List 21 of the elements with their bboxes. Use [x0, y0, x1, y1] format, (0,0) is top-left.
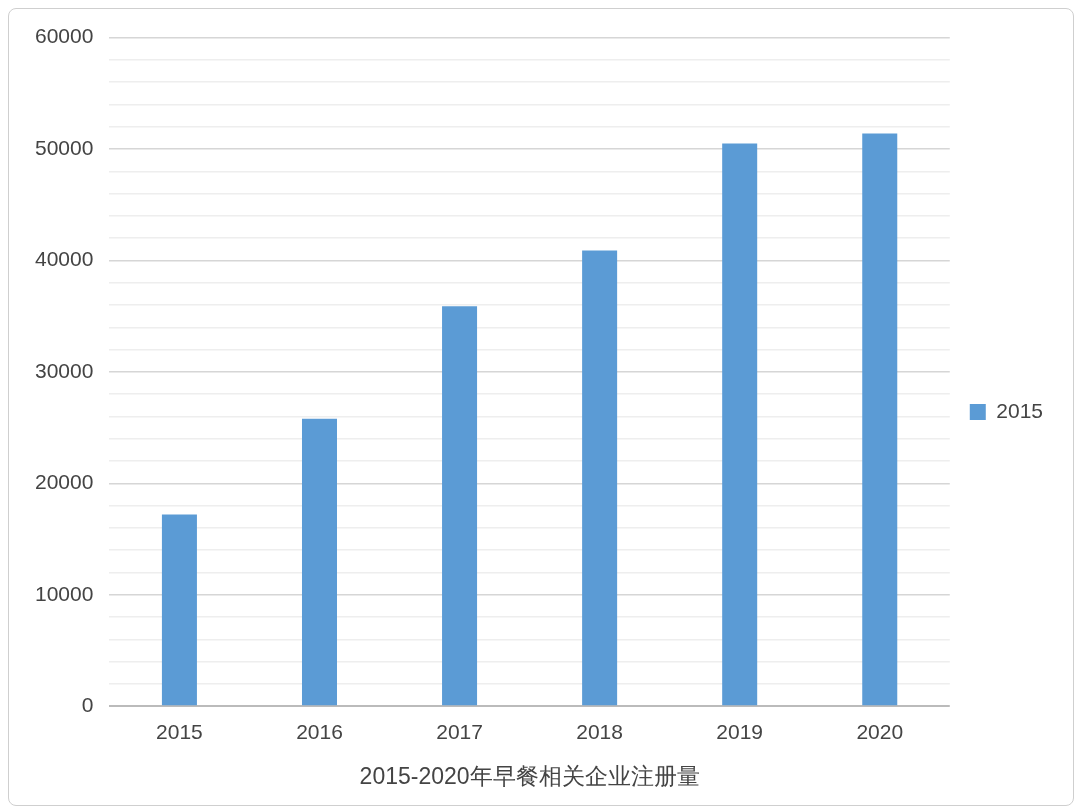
- y-tick-label: 10000: [34, 581, 94, 605]
- legend-label: 2015: [996, 398, 1043, 422]
- y-tick-label: 40000: [34, 247, 94, 271]
- bar: [582, 250, 618, 706]
- bar: [722, 143, 758, 706]
- x-tick-label: 2015: [156, 719, 203, 743]
- y-tick-label: 50000: [34, 135, 94, 159]
- x-axis-title: 2015-2020年早餐相关企业注册量: [359, 762, 700, 789]
- y-tick-label: 20000: [34, 470, 94, 494]
- y-tick-label: 60000: [34, 24, 94, 48]
- bar: [161, 514, 197, 706]
- x-tick-label: 2019: [716, 719, 764, 743]
- x-tick-label: 2017: [436, 719, 483, 743]
- bar: [862, 133, 898, 706]
- x-tick-label: 2018: [576, 719, 623, 743]
- x-tick-label: 2016: [296, 719, 343, 743]
- bar: [442, 306, 478, 706]
- y-tick-label: 30000: [34, 358, 94, 382]
- y-tick-label: 0: [81, 693, 94, 716]
- x-tick-label: 2020: [856, 719, 904, 743]
- bar: [301, 418, 337, 706]
